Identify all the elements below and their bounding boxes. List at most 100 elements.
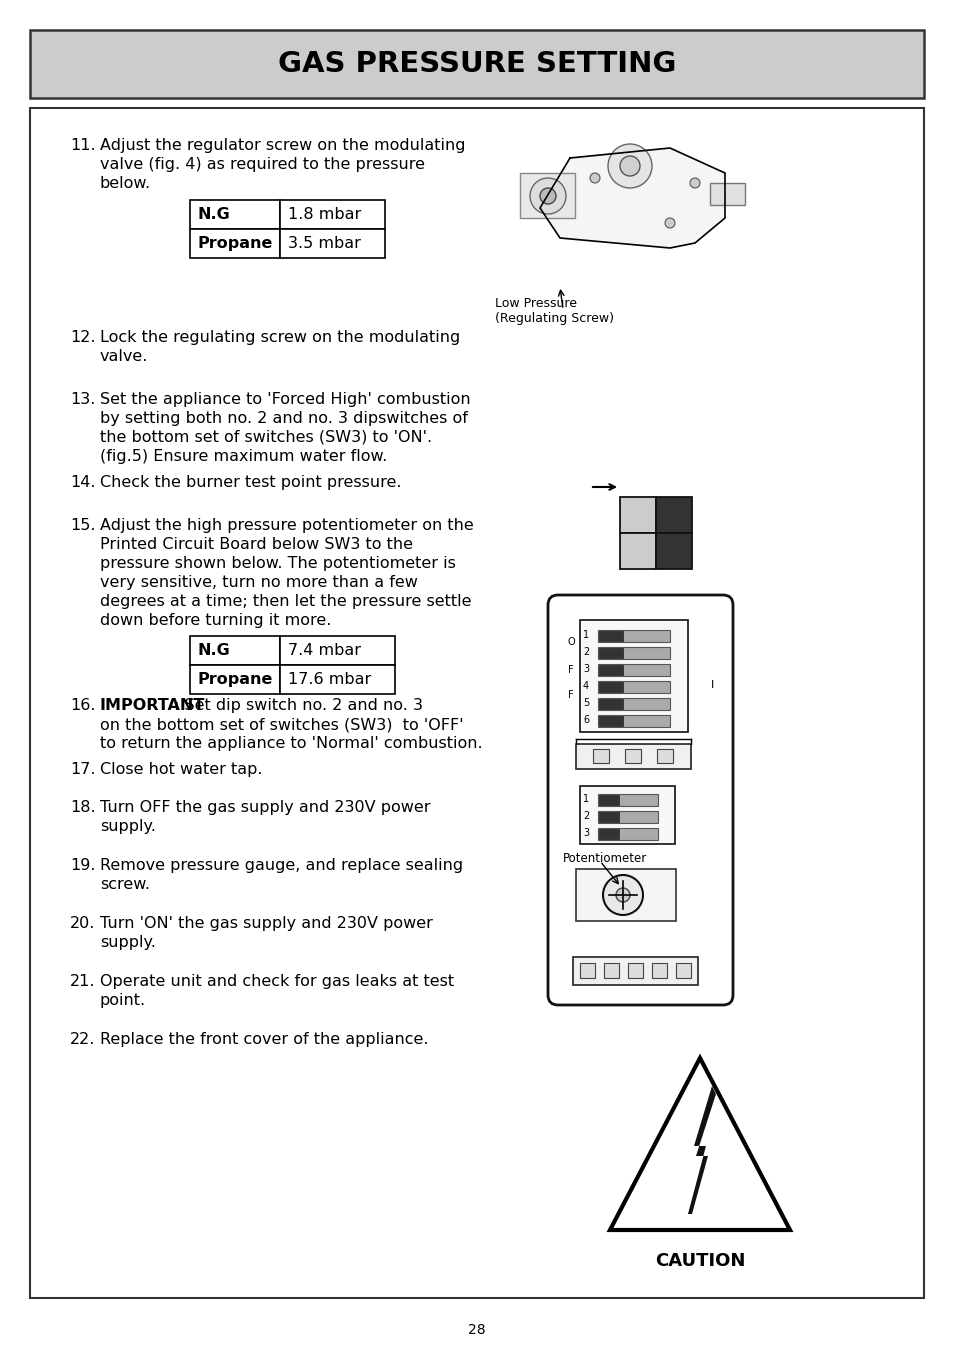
Circle shape [602,875,642,915]
Bar [598,648,622,658]
Bar [519,173,575,218]
Text: Propane: Propane [198,673,274,687]
Text: screw.: screw. [100,878,150,892]
Bar [280,200,385,229]
Bar [627,962,642,979]
Text: 22.: 22. [70,1033,95,1047]
Text: down before turning it more.: down before turning it more. [100,613,331,628]
Bar [598,811,658,824]
Bar [598,631,622,642]
Text: below.: below. [100,177,151,191]
Text: I: I [710,679,714,690]
Text: Printed Circuit Board below SW3 to the: Printed Circuit Board below SW3 to the [100,537,413,551]
Text: the bottom set of switches (SW3) to 'ON'.: the bottom set of switches (SW3) to 'ON'… [100,430,432,445]
Circle shape [589,173,599,183]
Text: 3: 3 [582,828,589,838]
Polygon shape [687,1086,716,1215]
Text: 2: 2 [582,811,589,821]
Bar [30,108,923,1298]
Text: 21.: 21. [70,975,95,989]
FancyBboxPatch shape [547,594,732,1006]
Bar [190,229,280,257]
Text: Operate unit and check for gas leaks at test: Operate unit and check for gas leaks at … [100,975,454,989]
Text: F: F [567,665,573,675]
Text: valve.: valve. [100,349,149,364]
Bar [619,532,656,569]
Bar [576,869,676,921]
Bar [598,700,622,709]
Text: CAUTION: CAUTION [654,1252,744,1270]
Text: 1: 1 [582,630,589,640]
Text: Potentiometer: Potentiometer [562,852,646,865]
Bar [280,636,395,665]
Bar [598,716,622,727]
Text: 16.: 16. [70,698,95,713]
Text: Low Pressure: Low Pressure [495,297,577,310]
Circle shape [616,888,629,902]
Text: 5: 5 [582,698,589,708]
Text: Replace the front cover of the appliance.: Replace the front cover of the appliance… [100,1033,428,1047]
Text: Adjust the regulator screw on the modulating: Adjust the regulator screw on the modula… [100,137,465,154]
Text: 1.8 mbar: 1.8 mbar [288,208,361,222]
Circle shape [619,156,639,177]
Text: 7.4 mbar: 7.4 mbar [288,643,360,658]
Bar [624,749,640,763]
Bar [603,962,618,979]
Text: (fig.5) Ensure maximum water flow.: (fig.5) Ensure maximum water flow. [100,449,387,464]
Text: supply.: supply. [100,820,155,834]
Text: pressure shown below. The potentiometer is: pressure shown below. The potentiometer … [100,555,456,572]
Bar [280,229,385,257]
Bar [619,497,656,532]
Text: 18.: 18. [70,799,95,816]
Bar [598,829,618,838]
Text: Propane: Propane [198,236,274,251]
Bar [593,749,608,763]
Bar [676,962,690,979]
Text: 3: 3 [582,665,589,674]
Bar [280,665,395,694]
Text: Remove pressure gauge, and replace sealing: Remove pressure gauge, and replace seali… [100,857,462,874]
Text: valve (fig. 4) as required to the pressure: valve (fig. 4) as required to the pressu… [100,156,424,173]
Bar [598,682,622,692]
Text: 12.: 12. [70,330,95,345]
Bar [190,200,280,229]
Bar [598,698,669,710]
Text: 14.: 14. [70,474,95,491]
Bar [598,828,658,840]
Text: 17.6 mbar: 17.6 mbar [288,673,371,687]
Bar [579,620,687,732]
Bar [190,636,280,665]
Bar [598,665,622,675]
Bar [598,714,669,727]
Polygon shape [609,1058,789,1229]
Text: 19.: 19. [70,857,95,874]
Text: N.G: N.G [198,208,231,222]
Text: : Set dip switch no. 2 and no. 3: : Set dip switch no. 2 and no. 3 [173,698,422,713]
Text: GAS PRESSURE SETTING: GAS PRESSURE SETTING [277,50,676,78]
Text: supply.: supply. [100,936,155,950]
Bar [190,665,280,694]
Text: 11.: 11. [70,137,95,154]
Bar [657,749,672,763]
Text: Check the burner test point pressure.: Check the burner test point pressure. [100,474,401,491]
Bar [598,794,658,806]
Text: 3.5 mbar: 3.5 mbar [288,236,360,251]
Text: 1: 1 [582,794,589,803]
Circle shape [607,144,651,187]
Text: Turn OFF the gas supply and 230V power: Turn OFF the gas supply and 230V power [100,799,430,816]
Text: 20.: 20. [70,917,95,931]
Text: 28: 28 [468,1322,485,1337]
Text: N.G: N.G [198,643,231,658]
Text: by setting both no. 2 and no. 3 dipswitches of: by setting both no. 2 and no. 3 dipswitc… [100,411,467,426]
Text: 13.: 13. [70,392,95,407]
Text: Turn 'ON' the gas supply and 230V power: Turn 'ON' the gas supply and 230V power [100,917,433,931]
Text: point.: point. [100,993,146,1008]
Text: (Regulating Screw): (Regulating Screw) [495,311,614,325]
Bar [598,630,669,642]
Text: F: F [567,690,573,700]
Bar [709,183,744,205]
Text: IMPORTANT: IMPORTANT [100,698,205,713]
Circle shape [539,187,556,204]
Bar [579,962,595,979]
Text: 17.: 17. [70,762,95,776]
